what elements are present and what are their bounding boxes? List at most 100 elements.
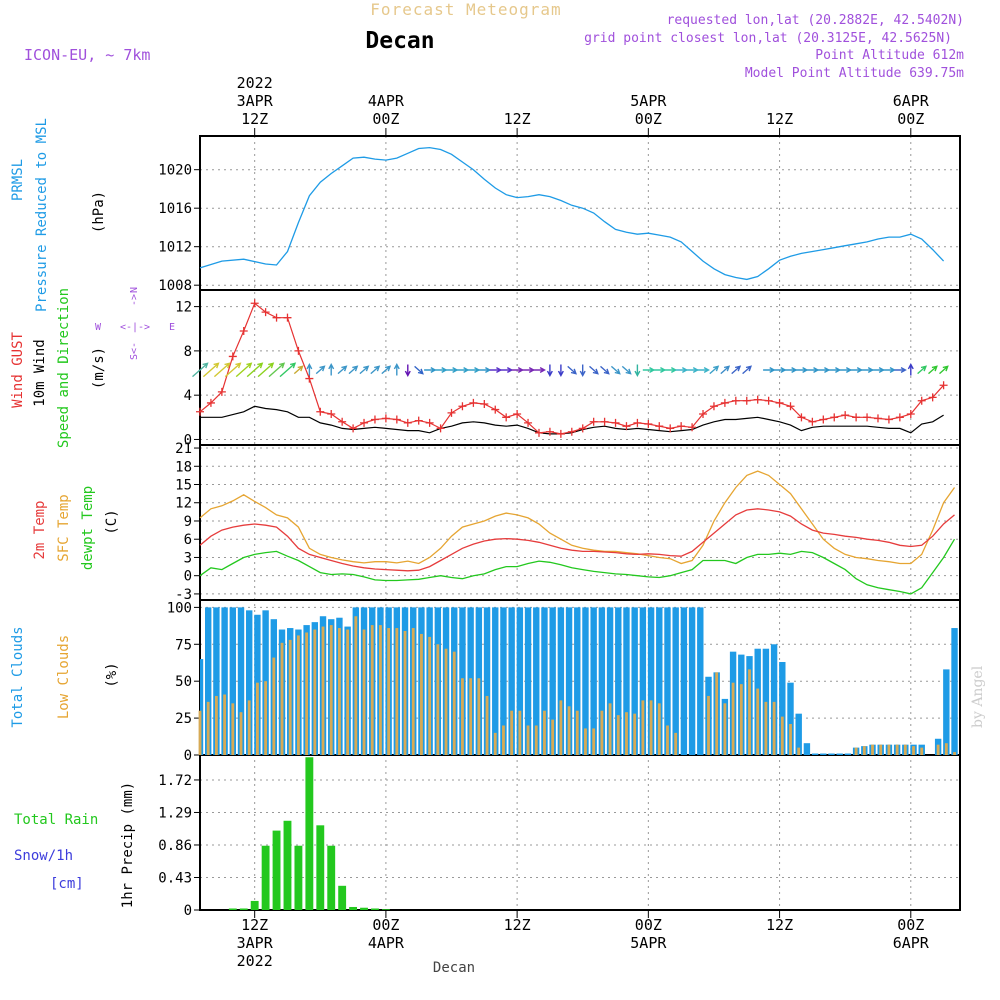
rain-bar <box>239 908 248 910</box>
rain-bar <box>316 825 325 910</box>
low-cloud-bar <box>936 744 940 755</box>
bottom-time-label: 3APR <box>237 934 274 952</box>
gust-marker <box>666 424 675 433</box>
low-cloud-bar <box>403 631 407 755</box>
wind-arrow <box>861 366 875 374</box>
total-cloud-bar <box>213 607 220 755</box>
total-cloud-bar <box>246 610 253 755</box>
y-tick-label: 0.43 <box>158 870 192 886</box>
low-cloud-bar <box>543 710 546 755</box>
gust-marker <box>338 417 347 426</box>
y-tick-label: 75 <box>175 637 192 653</box>
gust-marker <box>360 418 369 427</box>
wind-arrow <box>664 366 678 374</box>
precip-ylabel: 1hr Precip (mm) Total Rain Snow/1h [cm] <box>14 782 136 908</box>
gust-marker <box>545 427 554 436</box>
bottom-time-label: 12Z <box>504 916 531 934</box>
wind-arrow <box>456 366 470 374</box>
gust-marker <box>513 410 522 418</box>
wind-arrow <box>446 366 459 374</box>
total-cloud-bar <box>500 607 507 755</box>
wind-arrow <box>763 366 776 374</box>
top-time-label: 2022 <box>237 74 273 92</box>
chart-title: Forecast Meteogram <box>370 0 561 19</box>
pressure-panel: 1008 1012 1016 1020 <box>158 135 961 294</box>
wind-arrow <box>731 365 742 375</box>
bottom-time-label: 00Z <box>897 916 924 934</box>
top-time-label: 00Z <box>372 110 399 128</box>
y-tick-label: 18 <box>175 459 192 475</box>
rain-bar <box>305 757 314 910</box>
rain-bar <box>283 820 292 910</box>
gust-marker <box>764 396 773 405</box>
y-tick-label: 9 <box>184 514 192 530</box>
gust-marker <box>392 415 401 424</box>
low-cloud-bar <box>715 672 719 755</box>
top-time-label: 3APR <box>237 92 274 110</box>
y-tick-label: 1012 <box>158 240 192 256</box>
gust-marker <box>884 415 893 424</box>
gust-marker <box>502 413 511 422</box>
low-cloud-bar <box>493 732 497 755</box>
svg-text:Wind GUST: Wind GUST <box>10 332 26 408</box>
wind-arrow <box>939 365 949 375</box>
svg-text:S: S <box>129 354 140 360</box>
low-cloud-bar <box>608 703 612 755</box>
top-time-label: 12Z <box>766 110 793 128</box>
gust-marker <box>217 387 226 396</box>
total-cloud-bar <box>623 607 630 755</box>
svg-text:(C): (C) <box>104 509 120 534</box>
wind-arrow <box>359 365 370 375</box>
gust-marker <box>808 417 817 426</box>
total-cloud-bar <box>656 607 663 755</box>
bottom-time-label: 4APR <box>368 934 405 952</box>
low-cloud-bar <box>756 688 760 755</box>
wind-arrow <box>600 365 610 375</box>
svg-text:10m Wind: 10m Wind <box>32 339 48 406</box>
model-name: ICON-EU, ~ 7km <box>24 46 150 64</box>
low-cloud-bar <box>510 710 514 755</box>
top-time-label: 12Z <box>504 110 531 128</box>
y-tick-label: 50 <box>175 674 192 690</box>
wind-arrow <box>675 366 689 374</box>
requested-coords: requested lon,lat (20.2882E, 42.5402N) <box>667 13 964 28</box>
bottom-time-label: 5APR <box>630 934 667 952</box>
wind-arrow <box>533 366 546 374</box>
gust-marker <box>403 418 412 427</box>
y-tick-label: 0 <box>184 569 192 585</box>
low-cloud-bar <box>362 629 366 755</box>
gust-marker <box>567 427 576 436</box>
dewpoint-line <box>199 538 956 595</box>
low-cloud-bar <box>346 629 350 755</box>
low-cloud-bar <box>649 700 653 755</box>
total-cloud-bar <box>492 607 499 755</box>
low-cloud-bar <box>879 744 883 755</box>
low-cloud-bar <box>625 712 628 755</box>
bottom-time-label: 12Z <box>766 916 793 934</box>
wind-arrow <box>192 362 209 378</box>
svg-text:<-: <- <box>129 342 140 354</box>
wind-panel: 0 4 8 12 <box>175 289 961 448</box>
total-cloud-bar <box>205 607 212 755</box>
wind-arrow <box>850 366 864 374</box>
low-cloud-bar <box>411 628 415 755</box>
location-name: Decan <box>365 28 434 54</box>
svg-text:W: W <box>95 322 102 333</box>
gust-marker <box>283 313 292 322</box>
wind-compass: -> N <- S W <-|-> E <box>95 287 175 360</box>
rain-bar <box>338 885 347 910</box>
low-cloud-bar <box>772 701 776 755</box>
total-cloud-bar <box>483 607 491 755</box>
pressure-ylabel: PRMSL Pressure Reduced to MSL (hPa) <box>10 118 107 312</box>
wind-arrow <box>828 366 842 374</box>
total-cloud-bar <box>606 607 614 755</box>
wind-arrow <box>279 362 297 378</box>
svg-text:E: E <box>169 322 175 333</box>
wind-arrow <box>522 366 536 374</box>
wind-arrow <box>883 366 896 374</box>
low-cloud-bar <box>764 701 768 755</box>
bottom-time-label: 2022 <box>237 952 273 970</box>
wind-arrow <box>268 362 286 378</box>
gust-marker <box>644 419 653 428</box>
